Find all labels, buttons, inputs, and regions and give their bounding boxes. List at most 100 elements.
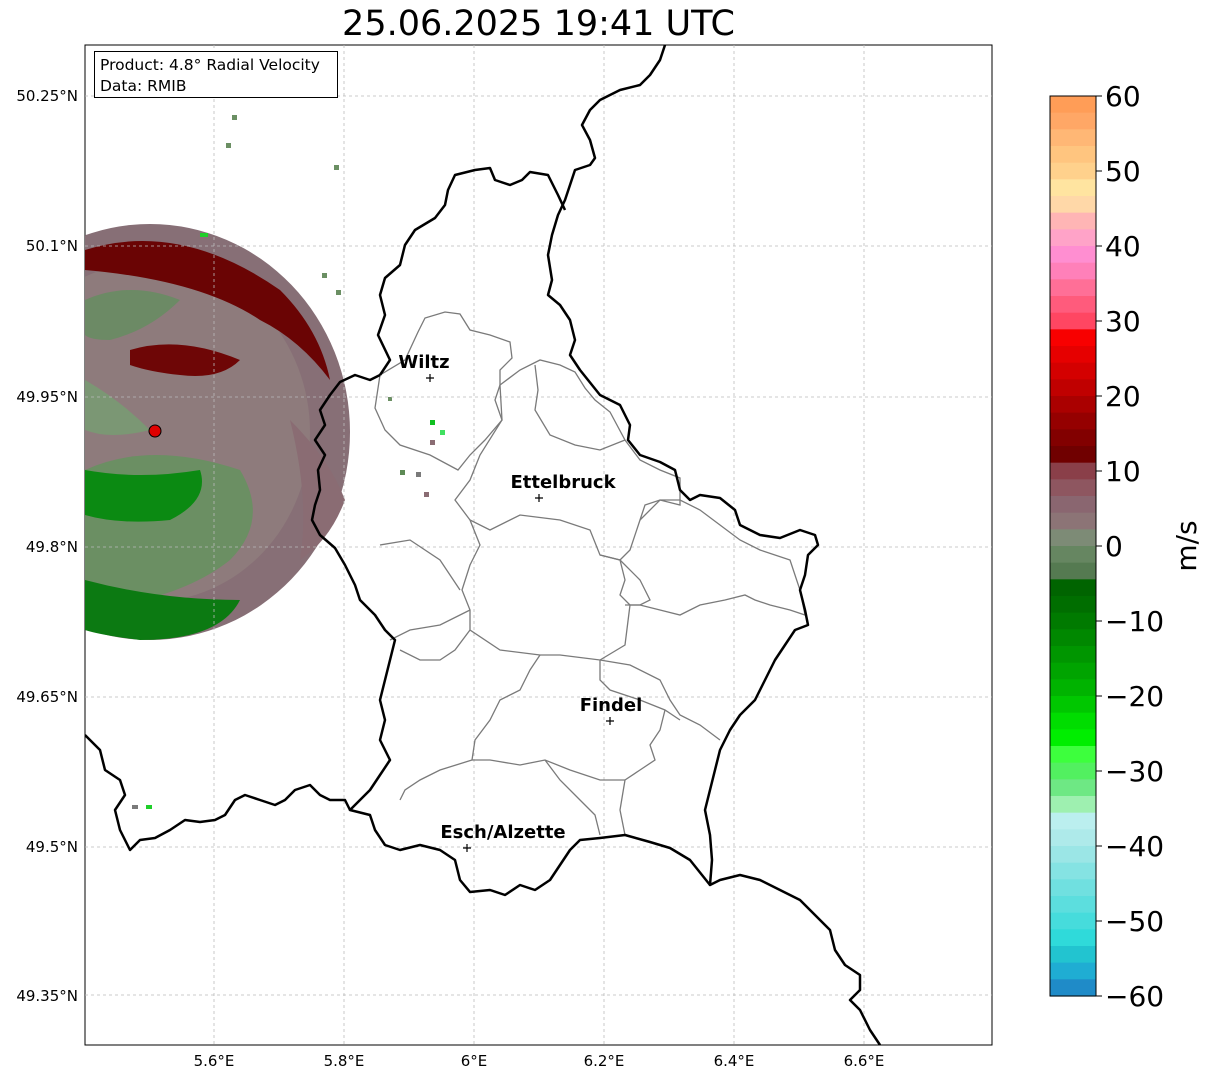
colorbar-band xyxy=(1050,479,1096,497)
lon-label: 6.4°E xyxy=(714,1052,755,1070)
product-info-box: Product: 4.8° Radial Velocity Data: RMIB xyxy=(94,51,338,98)
colorbar-band xyxy=(1050,646,1096,664)
colorbar-tick-label: −50 xyxy=(1105,905,1164,938)
colorbar-band xyxy=(1050,512,1096,530)
colorbar-band xyxy=(1050,862,1096,880)
colorbar-band xyxy=(1050,979,1096,997)
city-markers: Wiltz Ettelbruck Findel Esch/Alzette xyxy=(398,352,642,852)
lat-label: 49.8°N xyxy=(26,538,78,556)
city-findel: Findel xyxy=(580,695,642,725)
city-ettelbruck: Ettelbruck xyxy=(510,472,617,502)
colorbar-band xyxy=(1050,396,1096,414)
colorbar-band xyxy=(1050,196,1096,214)
colorbar-band xyxy=(1050,529,1096,547)
colorbar-band xyxy=(1050,246,1096,264)
colorbar-tick-label: 60 xyxy=(1105,80,1141,113)
colorbar-band xyxy=(1050,462,1096,480)
lat-label: 50.1°N xyxy=(26,237,78,255)
lon-label: 6°E xyxy=(461,1052,488,1070)
colorbar-band xyxy=(1050,329,1096,347)
colorbar-band xyxy=(1050,229,1096,247)
colorbar-band xyxy=(1050,96,1096,114)
lon-label: 6.6°E xyxy=(844,1052,885,1070)
map-content: Wiltz Ettelbruck Findel Esch/Alzette xyxy=(85,45,992,1045)
colorbar-tick-label: −10 xyxy=(1105,605,1164,638)
colorbar-tick-label: −30 xyxy=(1105,755,1164,788)
colorbar-band xyxy=(1050,446,1096,464)
colorbar-band xyxy=(1050,112,1096,130)
map-title: 25.06.2025 19:41 UTC xyxy=(342,4,735,44)
colorbar-band xyxy=(1050,346,1096,364)
city-marker-findel xyxy=(606,717,614,725)
lat-label: 49.95°N xyxy=(16,388,78,406)
colorbar-band xyxy=(1050,662,1096,680)
colorbar-band xyxy=(1050,612,1096,630)
colorbar-band xyxy=(1050,129,1096,147)
product-label: Product: 4.8° Radial Velocity xyxy=(100,56,320,74)
colorbar-band xyxy=(1050,762,1096,780)
colorbar-band xyxy=(1050,679,1096,697)
lat-label: 49.5°N xyxy=(26,838,78,856)
city-label-ettelbruck: Ettelbruck xyxy=(510,472,616,493)
national-borders xyxy=(85,45,882,1045)
colorbar-band xyxy=(1050,896,1096,914)
colorbar-band xyxy=(1050,912,1096,930)
colorbar-band xyxy=(1050,412,1096,430)
colorbar-band xyxy=(1050,146,1096,164)
colorbar-band xyxy=(1050,796,1096,814)
colorbar-tick-label: 0 xyxy=(1105,530,1123,563)
colorbar-tick-labels: 60 50 40 30 20 10 0 −10 −20 −30 −40 −50 … xyxy=(1105,80,1164,1013)
colorbar-bands xyxy=(1050,96,1096,997)
canton-boundaries xyxy=(374,311,806,836)
colorbar-tick-label: 10 xyxy=(1105,455,1141,488)
colorbar-band xyxy=(1050,562,1096,580)
longitude-labels: 5.6°E 5.8°E 6°E 6.2°E 6.4°E 6.6°E xyxy=(194,1052,885,1070)
lon-label: 6.2°E xyxy=(584,1052,625,1070)
colorbar-band xyxy=(1050,296,1096,314)
city-marker-ettelbruck xyxy=(535,494,543,502)
colorbar-band xyxy=(1050,179,1096,197)
colorbar-band xyxy=(1050,812,1096,830)
data-source-label: Data: RMIB xyxy=(100,77,187,95)
lon-label: 5.8°E xyxy=(324,1052,365,1070)
colorbar-tick-label: 50 xyxy=(1105,155,1141,188)
colorbar-band xyxy=(1050,712,1096,730)
colorbar-band xyxy=(1050,362,1096,380)
colorbar-tick-label: 30 xyxy=(1105,305,1141,338)
colorbar-band xyxy=(1050,946,1096,964)
colorbar-band xyxy=(1050,279,1096,297)
colorbar-ticks xyxy=(1096,95,1102,997)
colorbar-band xyxy=(1050,962,1096,980)
colorbar-band xyxy=(1050,212,1096,230)
lon-label: 5.6°E xyxy=(194,1052,235,1070)
lat-label: 49.65°N xyxy=(16,688,78,706)
city-label-wiltz: Wiltz xyxy=(398,352,449,373)
colorbar: 60 50 40 30 20 10 0 −10 −20 −30 −40 −50 … xyxy=(1049,80,1203,1013)
colorbar-tick-label: 20 xyxy=(1105,380,1141,413)
city-wiltz: Wiltz xyxy=(398,352,450,382)
colorbar-band xyxy=(1050,596,1096,614)
lat-label: 50.25°N xyxy=(16,87,78,105)
colorbar-band xyxy=(1050,312,1096,330)
colorbar-band xyxy=(1050,629,1096,647)
colorbar-tick-label: −40 xyxy=(1105,830,1164,863)
colorbar-band xyxy=(1050,696,1096,714)
colorbar-band xyxy=(1050,379,1096,397)
colorbar-tick-label: 40 xyxy=(1105,230,1141,263)
colorbar-tick-label: −20 xyxy=(1105,680,1164,713)
colorbar-unit-label: m/s xyxy=(1170,520,1203,571)
colorbar-band xyxy=(1050,746,1096,764)
colorbar-band xyxy=(1050,262,1096,280)
colorbar-band xyxy=(1050,929,1096,947)
colorbar-band xyxy=(1050,779,1096,797)
colorbar-band xyxy=(1050,579,1096,597)
radar-echo xyxy=(85,115,445,809)
lat-label: 49.35°N xyxy=(16,987,78,1005)
colorbar-band xyxy=(1050,429,1096,447)
city-marker-wiltz xyxy=(426,374,434,382)
colorbar-band xyxy=(1050,162,1096,180)
colorbar-band xyxy=(1050,729,1096,747)
colorbar-tick-label: −60 xyxy=(1105,980,1164,1013)
colorbar-band xyxy=(1050,846,1096,864)
